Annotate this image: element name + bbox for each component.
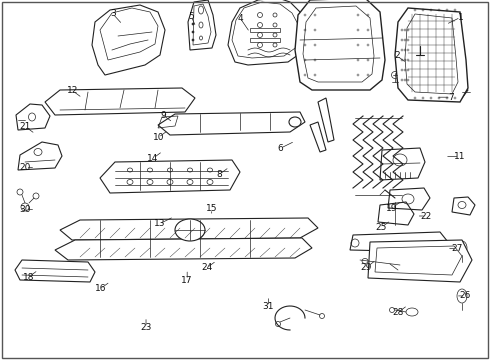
Text: 15: 15 xyxy=(206,204,218,213)
Text: 2: 2 xyxy=(394,51,400,60)
Text: 27: 27 xyxy=(451,244,463,253)
Text: 26: 26 xyxy=(460,292,471,300)
Polygon shape xyxy=(188,0,216,50)
Ellipse shape xyxy=(401,36,439,48)
Text: 28: 28 xyxy=(392,308,404,317)
Text: 23: 23 xyxy=(140,323,152,332)
Text: 17: 17 xyxy=(181,276,193,284)
Polygon shape xyxy=(295,0,385,90)
Text: 9: 9 xyxy=(160,111,166,120)
Polygon shape xyxy=(395,8,468,102)
Ellipse shape xyxy=(175,219,205,241)
Text: 12: 12 xyxy=(67,86,78,95)
Bar xyxy=(250,38,280,42)
Ellipse shape xyxy=(192,39,194,41)
Text: 14: 14 xyxy=(147,154,159,163)
Polygon shape xyxy=(100,160,240,193)
Text: 13: 13 xyxy=(153,220,165,229)
Ellipse shape xyxy=(192,23,194,25)
Text: 4: 4 xyxy=(237,14,243,23)
Ellipse shape xyxy=(289,117,301,127)
Polygon shape xyxy=(15,260,95,282)
Text: 6: 6 xyxy=(277,144,283,153)
Polygon shape xyxy=(18,142,62,170)
Polygon shape xyxy=(16,104,50,130)
Text: 5: 5 xyxy=(188,12,194,21)
Text: 29: 29 xyxy=(361,263,372,272)
Polygon shape xyxy=(55,238,312,260)
Polygon shape xyxy=(380,148,425,180)
Text: 24: 24 xyxy=(201,264,212,273)
Text: 20: 20 xyxy=(20,163,31,172)
Polygon shape xyxy=(158,112,305,135)
Polygon shape xyxy=(60,218,318,240)
Text: 31: 31 xyxy=(263,302,274,311)
Polygon shape xyxy=(368,240,472,282)
Text: 1: 1 xyxy=(458,13,464,22)
Ellipse shape xyxy=(192,31,194,33)
Ellipse shape xyxy=(401,14,439,42)
Text: 11: 11 xyxy=(454,152,465,161)
Text: 22: 22 xyxy=(421,212,432,220)
Text: 25: 25 xyxy=(375,223,387,232)
Text: 7: 7 xyxy=(448,93,454,102)
Polygon shape xyxy=(438,82,468,98)
Polygon shape xyxy=(45,88,195,115)
Polygon shape xyxy=(452,197,475,215)
Text: 19: 19 xyxy=(386,204,398,212)
Bar xyxy=(250,28,280,32)
Text: 16: 16 xyxy=(95,284,106,293)
Text: 10: 10 xyxy=(152,133,164,142)
Ellipse shape xyxy=(392,72,398,78)
Text: 3: 3 xyxy=(110,9,116,18)
Text: 30: 30 xyxy=(20,205,31,214)
Text: 18: 18 xyxy=(23,273,34,282)
Polygon shape xyxy=(228,0,308,65)
Polygon shape xyxy=(388,188,430,210)
Polygon shape xyxy=(92,5,165,75)
Text: 8: 8 xyxy=(217,170,222,179)
Text: 21: 21 xyxy=(20,122,31,131)
